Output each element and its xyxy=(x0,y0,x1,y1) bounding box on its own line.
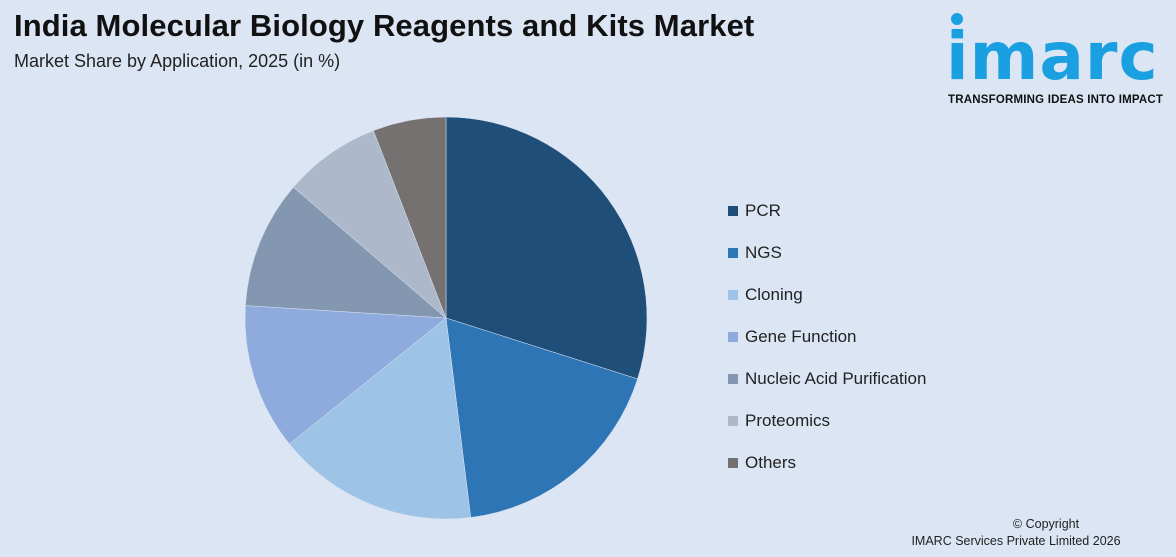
pie-slice-others xyxy=(373,116,447,319)
legend-label: NGS xyxy=(745,243,782,262)
imarc-logo: imarc TRANSFORMING IDEAS INTO IMPACT xyxy=(946,10,1172,110)
legend-item: Others xyxy=(728,442,926,484)
pie-slice-cloning xyxy=(289,317,471,520)
legend-swatch xyxy=(728,206,738,216)
pie-slice-nucleic-acid-purification xyxy=(245,186,447,319)
legend-item: PCR xyxy=(728,190,926,232)
legend-label: Proteomics xyxy=(745,411,831,430)
logo-wordmark: imarc xyxy=(946,18,1159,95)
legend-swatch xyxy=(728,248,738,258)
legend-item: Gene Function xyxy=(728,316,926,358)
logo-dot-icon xyxy=(951,13,963,25)
legend-label: Gene Function xyxy=(745,327,857,346)
legend-swatch xyxy=(728,416,738,426)
legend-item: Cloning xyxy=(728,274,926,316)
legend-swatch xyxy=(728,290,738,300)
logo-tagline: TRANSFORMING IDEAS INTO IMPACT xyxy=(948,94,1164,106)
legend-label: Others xyxy=(745,453,797,472)
pie-slice-gene-function xyxy=(244,305,447,445)
legend-swatch xyxy=(728,332,738,342)
chart-subtitle: Market Share by Application, 2025 (in %) xyxy=(14,51,341,71)
pie-slice-ngs xyxy=(445,317,638,518)
legend-item: Nucleic Acid Purification xyxy=(728,358,926,400)
pie-slice-proteomics xyxy=(293,130,447,319)
legend-swatch xyxy=(728,458,738,468)
legend-label: Nucleic Acid Purification xyxy=(745,369,927,388)
legend-item: Proteomics xyxy=(728,400,926,442)
legend-swatch xyxy=(728,374,738,384)
copyright-line: © Copyright xyxy=(1012,517,1080,531)
pie-chart xyxy=(244,116,648,520)
chart-title: India Molecular Biology Reagents and Kit… xyxy=(14,8,755,43)
copyright-company: IMARC Services Private Limited 2026 xyxy=(911,534,1121,548)
legend-item: NGS xyxy=(728,232,926,274)
copyright-notice: © Copyright IMARC Services Private Limit… xyxy=(886,516,1146,550)
legend-label: Cloning xyxy=(745,285,803,304)
pie-slice-pcr xyxy=(445,116,648,380)
chart-legend: PCR NGS Cloning Gene Function Nucleic Acid P… xyxy=(728,190,926,484)
legend-label: PCR xyxy=(745,201,781,220)
